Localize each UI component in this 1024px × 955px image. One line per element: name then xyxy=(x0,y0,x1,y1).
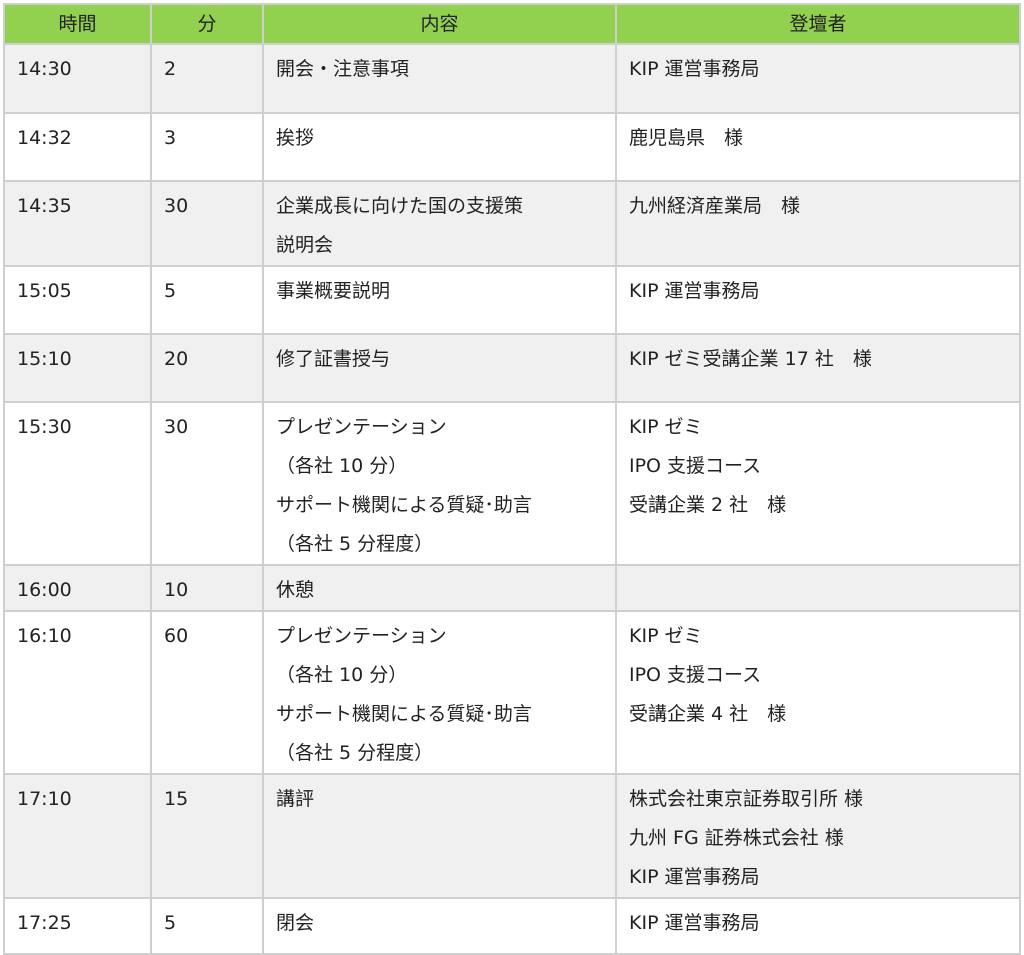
table-row: 14:35 30 企業成長に向けた国の支援策 説明会 九州経済産業局 様 xyxy=(3,180,1021,267)
speaker-line: KIP 運営事務局 xyxy=(629,280,760,302)
content-cell: プレゼンテーション （各社 10 分） サポート機関による質疑･助言 （各社 5 分程… xyxy=(262,610,617,775)
time-cell: 15:05 xyxy=(3,265,152,335)
minutes-cell: 3 xyxy=(150,112,264,182)
time-cell: 14:30 xyxy=(3,43,152,114)
minutes-cell: 20 xyxy=(150,333,264,403)
content-cell: 企業成長に向けた国の支援策 説明会 xyxy=(262,180,617,267)
content-cell: 閉会 xyxy=(262,897,617,955)
content-line: 事業概要説明 xyxy=(276,280,391,302)
speaker-cell: KIP 運営事務局 xyxy=(615,897,1021,955)
speaker-line: 九州 FG 証券株式会社 様 xyxy=(629,827,844,849)
speaker-cell xyxy=(615,564,1021,612)
speaker-line: 鹿児島県 様 xyxy=(629,127,744,149)
time-cell: 15:10 xyxy=(3,333,152,403)
content-line: 開会・注意事項 xyxy=(276,58,410,80)
header-content: 内容 xyxy=(262,3,617,45)
content-line: （各社 5 分程度） xyxy=(276,742,434,764)
table-row: 15:30 30 プレゼンテーション （各社 10 分） サポート機関による質疑･助言 （… xyxy=(3,401,1021,566)
table-row: 14:32 3 挨拶 鹿児島県 様 xyxy=(3,112,1021,182)
speaker-cell: KIP 運営事務局 xyxy=(615,43,1021,114)
minutes-cell: 15 xyxy=(150,773,264,899)
content-cell: プレゼンテーション （各社 10 分） サポート機関による質疑･助言 （各社 5 分程… xyxy=(262,401,617,566)
time-cell: 16:00 xyxy=(3,564,152,612)
content-line: （各社 5 分程度） xyxy=(276,533,434,555)
speaker-line: KIP 運営事務局 xyxy=(629,866,760,888)
speaker-line: 受講企業 2 社 様 xyxy=(629,494,787,516)
content-line: （各社 10 分） xyxy=(276,664,408,686)
minutes-cell: 10 xyxy=(150,564,264,612)
time-cell: 17:10 xyxy=(3,773,152,899)
table-row: 17:25 5 閉会 KIP 運営事務局 xyxy=(3,897,1021,955)
content-cell: 開会・注意事項 xyxy=(262,43,617,114)
content-line: （各社 10 分） xyxy=(276,455,408,477)
content-line: 講評 xyxy=(276,788,315,810)
content-line: プレゼンテーション xyxy=(276,625,447,647)
speaker-cell: KIP 運営事務局 xyxy=(615,265,1021,335)
minutes-cell: 2 xyxy=(150,43,264,114)
speaker-line: IPO 支援コース xyxy=(629,455,762,477)
content-line: 閉会 xyxy=(276,912,315,934)
time-cell: 15:30 xyxy=(3,401,152,566)
minutes-cell: 5 xyxy=(150,265,264,335)
content-line: 企業成長に向けた国の支援策 xyxy=(276,195,524,217)
time-cell: 14:35 xyxy=(3,180,152,267)
content-cell: 修了証書授与 xyxy=(262,333,617,403)
speaker-cell: 株式会社東京証券取引所 様九州 FG 証券株式会社 様 KIP 運営事務局 xyxy=(615,773,1021,899)
speaker-line: KIP 運営事務局 xyxy=(629,912,760,934)
speaker-cell: 九州経済産業局 様 xyxy=(615,180,1021,267)
content-cell: 挨拶 xyxy=(262,112,617,182)
header-speaker: 登壇者 xyxy=(615,3,1021,45)
speaker-line: 九州経済産業局 様 xyxy=(629,195,801,217)
content-line: サポート機関による質疑･助言 xyxy=(276,494,532,516)
content-cell: 事業概要説明 xyxy=(262,265,617,335)
header-time: 時間 xyxy=(3,3,152,45)
minutes-cell: 30 xyxy=(150,180,264,267)
content-line: 休憩 xyxy=(276,579,315,601)
speaker-line: IPO 支援コース xyxy=(629,664,762,686)
content-line: 挨拶 xyxy=(276,127,315,149)
speaker-cell: KIP ゼミ IPO 支援コース受講企業 2 社 様 xyxy=(615,401,1021,566)
table-row: 16:10 60 プレゼンテーション （各社 10 分） サポート機関による質疑･助言 （… xyxy=(3,610,1021,775)
minutes-cell: 5 xyxy=(150,897,264,955)
speaker-cell: 鹿児島県 様 xyxy=(615,112,1021,182)
header-minutes: 分 xyxy=(150,3,264,45)
table-row: 17:10 15 講評 株式会社東京証券取引所 様九州 FG 証券株式会社 様 KIP … xyxy=(3,773,1021,899)
speaker-line: KIP ゼミ xyxy=(629,416,703,438)
minutes-cell: 60 xyxy=(150,610,264,775)
table-row: 15:10 20 修了証書授与 KIP ゼミ受講企業 17 社 様 xyxy=(3,333,1021,403)
time-cell: 17:25 xyxy=(3,897,152,955)
content-line: 説明会 xyxy=(276,234,334,256)
content-cell: 休憩 xyxy=(262,564,617,612)
speaker-line: KIP ゼミ受講企業 17 社 様 xyxy=(629,348,872,370)
speaker-cell: KIP ゼミ受講企業 17 社 様 xyxy=(615,333,1021,403)
minutes-cell: 30 xyxy=(150,401,264,566)
speaker-line: 受講企業 4 社 様 xyxy=(629,703,787,725)
time-cell: 16:10 xyxy=(3,610,152,775)
content-line: サポート機関による質疑･助言 xyxy=(276,703,532,725)
table-row: 15:05 5 事業概要説明 KIP 運営事務局 xyxy=(3,265,1021,335)
speaker-line: KIP ゼミ xyxy=(629,625,703,647)
time-cell: 14:32 xyxy=(3,112,152,182)
speaker-cell: KIP ゼミ IPO 支援コース受講企業 4 社 様 xyxy=(615,610,1021,775)
schedule-table: 時間 分 内容 登壇者 14:30 2 開会・注意事項 KIP 運営事務局 14:32 3… xyxy=(3,3,1021,955)
speaker-line: KIP 運営事務局 xyxy=(629,58,760,80)
content-cell: 講評 xyxy=(262,773,617,899)
table-row: 14:30 2 開会・注意事項 KIP 運営事務局 xyxy=(3,43,1021,114)
content-line: 修了証書授与 xyxy=(276,348,391,370)
content-line: プレゼンテーション xyxy=(276,416,447,438)
header-row: 時間 分 内容 登壇者 xyxy=(3,3,1021,45)
table-row: 16:00 10 休憩 xyxy=(3,564,1021,612)
speaker-line: 株式会社東京証券取引所 様 xyxy=(629,788,864,810)
